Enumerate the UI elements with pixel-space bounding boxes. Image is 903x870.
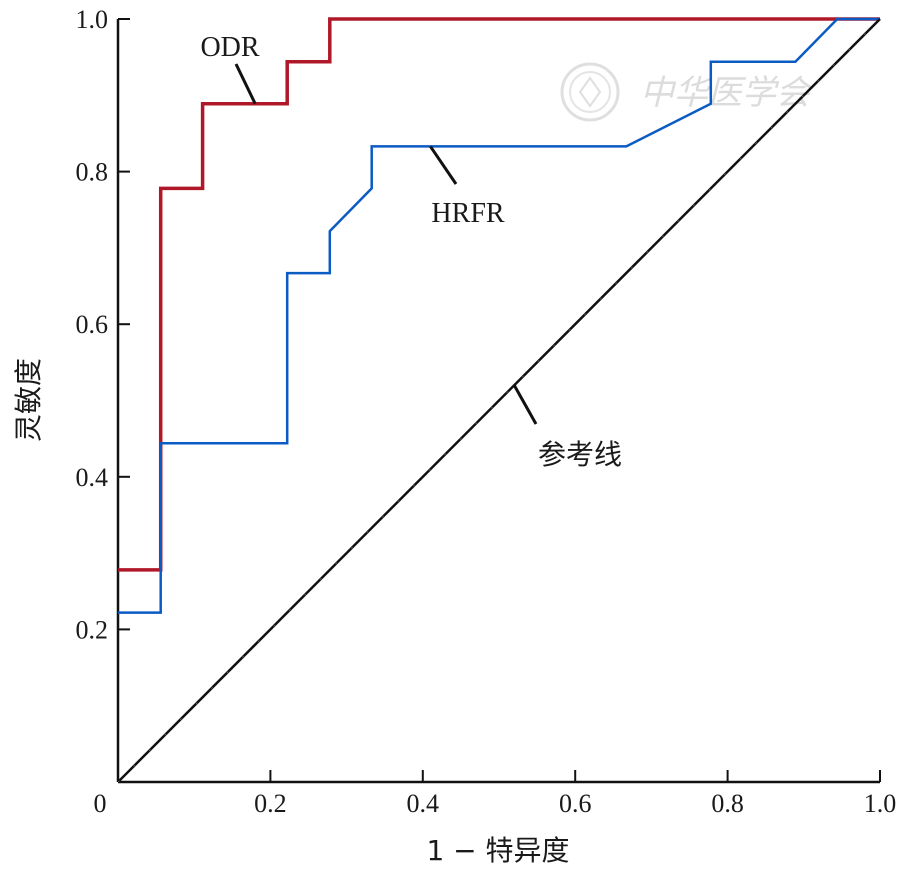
- annotation-leader-reference: [512, 384, 538, 425]
- series-line-hrfr: [118, 17, 880, 614]
- series-line-reference: [117, 18, 881, 783]
- x-tick-label: 1.0: [864, 789, 897, 818]
- x-tick-label: 0.2: [254, 789, 287, 818]
- x-tick-label: 0.8: [711, 789, 744, 818]
- y-axis-title: 灵敏度: [12, 358, 45, 442]
- annotation-leader-odr: [234, 63, 257, 105]
- annotation-label-hrfr: HRFR: [431, 198, 504, 229]
- y-tick-label: 0.8: [76, 158, 109, 187]
- y-tick-label: 1.0: [76, 5, 109, 34]
- y-ticks: 0.2 0.4 0.6 0.8 1.0: [76, 5, 130, 644]
- x-tick-label: 0.6: [559, 789, 592, 818]
- seal-icon: [560, 62, 620, 122]
- watermark-text: 中华医学会: [640, 73, 814, 113]
- annotation-layer: ODR HRFR 参考线: [200, 32, 622, 471]
- annotation-leader-hrfr: [429, 145, 458, 185]
- x-tick-label: 0: [94, 789, 107, 818]
- x-tick-label: 0.4: [407, 789, 440, 818]
- series-line-odr: [118, 17, 880, 572]
- x-ticks: 0 0.2 0.4 0.6 0.8 1.0: [94, 770, 897, 818]
- y-tick-label: 0.4: [76, 463, 109, 492]
- series-layer: [117, 17, 881, 783]
- watermark: 中华医学会: [560, 62, 814, 122]
- x-axis-title: 1 − 特异度: [426, 834, 569, 867]
- y-tick-label: 0.2: [76, 615, 109, 644]
- annotation-label-odr: ODR: [200, 32, 259, 63]
- y-tick-label: 0.6: [76, 310, 109, 339]
- annotation-label-reference: 参考线: [538, 438, 622, 471]
